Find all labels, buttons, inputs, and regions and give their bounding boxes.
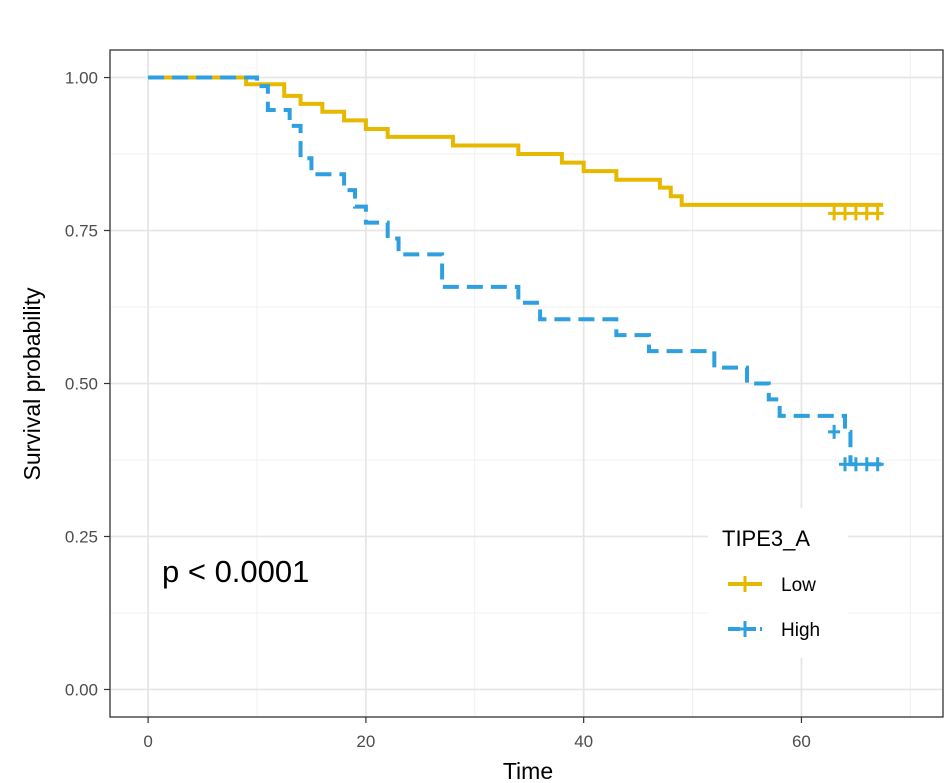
x-tick-label: 20 <box>356 732 375 751</box>
x-axis: 0 20 40 60 <box>143 717 811 751</box>
series-layer <box>148 75 884 472</box>
x-tick-label: 40 <box>574 732 593 751</box>
y-axis-title: Survival probability <box>19 287 45 481</box>
minor-grid <box>110 50 943 717</box>
legend-key-high <box>728 621 762 637</box>
y-tick-label: 0.75 <box>65 222 98 241</box>
axes: 0 20 40 60 0.00 0.25 0.50 0.75 1.00 Time Surviv… <box>19 49 944 783</box>
x-axis-title: Time <box>503 758 553 783</box>
y-tick-label: 0.25 <box>65 527 98 546</box>
survival-curve-high <box>148 75 884 467</box>
y-tick-label: 0.00 <box>65 680 98 699</box>
y-tick-label: 0.50 <box>65 375 98 394</box>
x-tick-label: 0 <box>143 732 152 751</box>
y-tick-label: 1.00 <box>65 69 98 88</box>
p-value-annotation: p < 0.0001 <box>162 554 309 589</box>
x-tick-label: 60 <box>792 732 811 751</box>
legend-title: TIPE3_A <box>722 526 810 551</box>
legend-key-low <box>728 576 762 592</box>
survival-curve-low <box>148 75 884 207</box>
y-axis: 0.00 0.25 0.50 0.75 1.00 <box>65 69 110 699</box>
legend-label-low: Low <box>781 575 816 596</box>
legend-label-high: High <box>781 620 820 641</box>
legend: TIPE3_A Low High <box>708 508 848 658</box>
